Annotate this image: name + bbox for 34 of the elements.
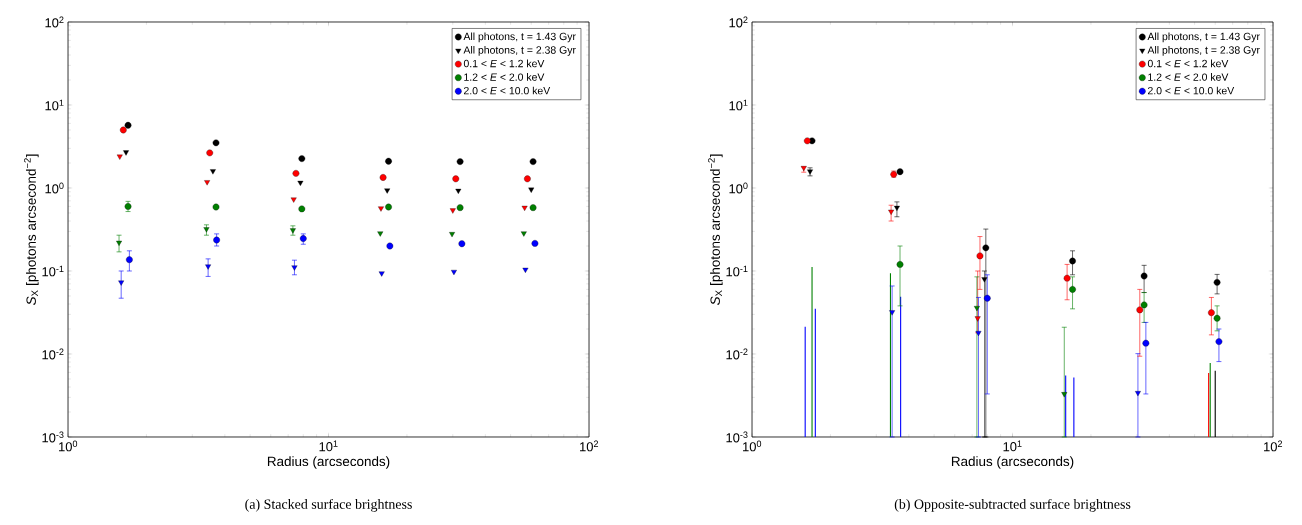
y-tick-label: 10$^{1}$ [729, 99, 748, 111]
legend-label: All photons, t = 2.38 Gyr [463, 46, 576, 56]
y-tick-label: 10$^{0}$ [45, 182, 64, 194]
text: (a) Stacked surface brightness [245, 498, 412, 512]
y-tick-label: 10$^{2}$ [45, 16, 64, 28]
legend-label: 0.1 < E < 1.2 keV [1147, 59, 1229, 68]
y-tick-label: 10$^{1}$ [45, 99, 64, 111]
x-tick-label: 10$^{1}$ [319, 440, 338, 452]
legend-label: 2.0 < E < 10.0 keV [1147, 86, 1235, 95]
y-tick-label: 10$^{-1}$ [42, 265, 64, 277]
text: (b) Opposite-subtracted surface brightness [894, 498, 1131, 512]
legend-label: 1.2 < E < 2.0 keV [1148, 73, 1229, 81]
x-tick-label: 10$^{0}$ [59, 440, 78, 452]
legend-label: All photons, t = 2.38 Gyr [1147, 46, 1260, 56]
legend-label: All photons, t = 1.43 Gyr [463, 32, 576, 43]
x-axis-title: Radius (arcseconds) [951, 456, 1074, 469]
x-tick-label: 10$^{1}$ [1003, 440, 1022, 452]
y-tick-label: 10$^{-3}$ [726, 431, 748, 443]
y-tick-label: 10$^{-2}$ [726, 348, 748, 360]
x-tick-label: 10$^{2}$ [580, 440, 599, 452]
legend-label: 0.1 < E < 1.2 keV [463, 59, 545, 68]
legend-label: All photons, t = 1.43 Gyr [1147, 32, 1260, 43]
y-tick-label: 10$^{-3}$ [42, 431, 64, 443]
x-tick-label: 10$^{0}$ [743, 440, 762, 452]
y-tick-label: 10$^{0}$ [729, 182, 748, 194]
y-tick-label: 10$^{2}$ [729, 16, 748, 28]
y-tick-label: 10$^{-2}$ [42, 348, 64, 360]
x-axis-title: Radius (arcseconds) [267, 456, 390, 469]
legend-label: 2.0 < E < 10.0 keV [463, 86, 551, 95]
y-axis-title: S$_{X}$ [photons arcsecond$^{−2}$] [708, 154, 723, 306]
y-tick-label: 10$^{-1}$ [726, 265, 748, 277]
x-tick-label: 10$^{2}$ [1264, 440, 1283, 452]
y-axis-title: S$_{X}$ [photons arcsecond$^{−2}$] [24, 154, 39, 306]
legend-label: 1.2 < E < 2.0 keV [464, 73, 545, 81]
